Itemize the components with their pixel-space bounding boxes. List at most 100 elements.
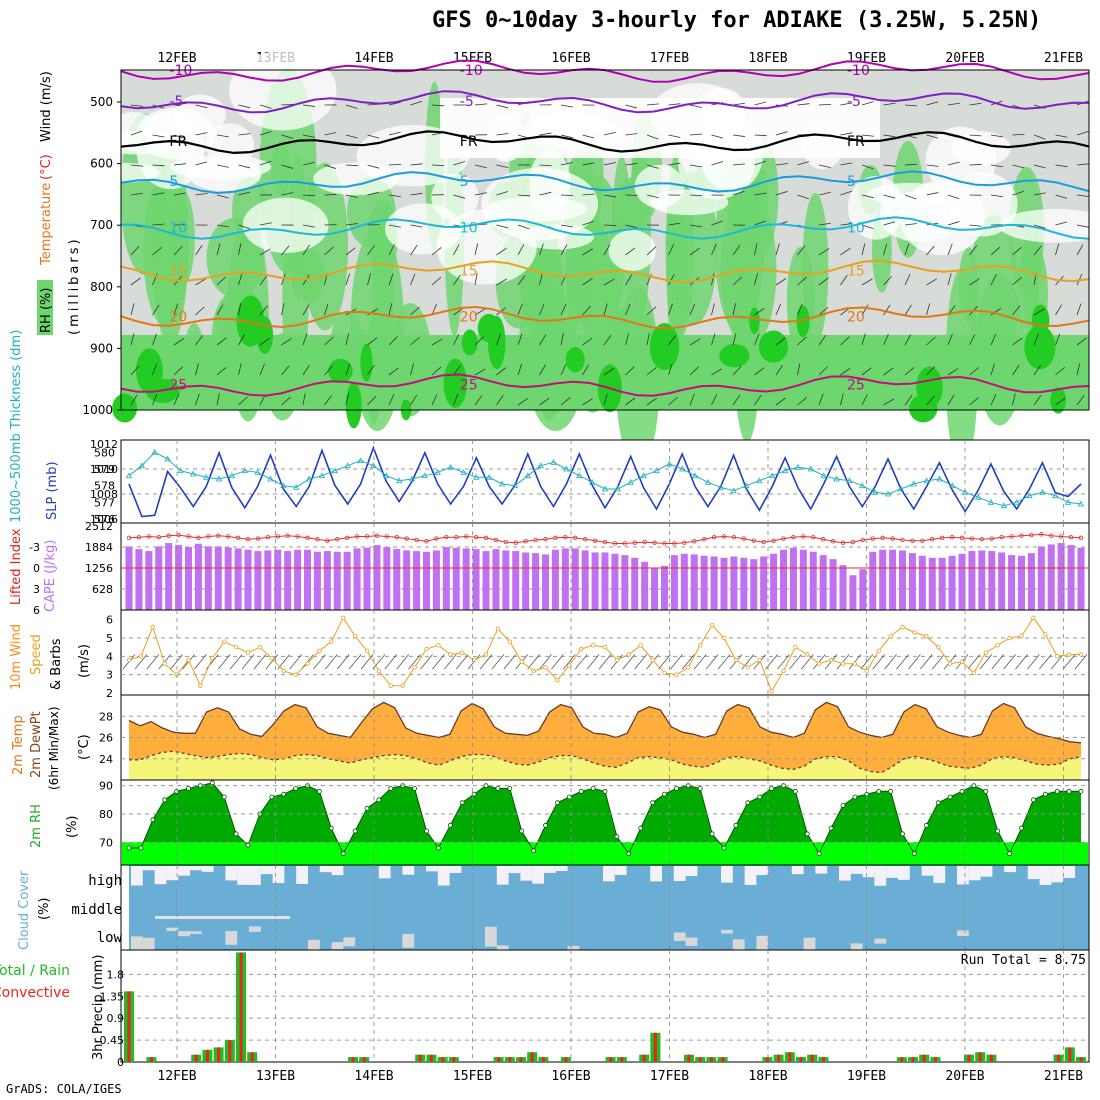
cape-bar — [770, 553, 778, 610]
contour-line — [120, 130, 1090, 155]
date-label-bottom: 12FEB — [157, 1069, 196, 1084]
wind-barb — [388, 367, 399, 376]
wind-barb — [732, 333, 737, 346]
rh-point — [1066, 788, 1072, 794]
rh-wet-patch — [112, 393, 138, 423]
cloud-high-gap — [1063, 866, 1075, 878]
thickness-point — [293, 484, 300, 490]
cape-bar — [948, 555, 956, 610]
precip-conv-bar — [978, 1052, 982, 1062]
precip-conv-bar — [194, 1054, 198, 1062]
rh-point — [388, 786, 394, 791]
cloud-high-gap — [1004, 866, 1016, 873]
precip-conv-bar — [1079, 1057, 1083, 1062]
rh-wet-patch — [649, 323, 680, 371]
cloud-high-gap — [1051, 866, 1064, 883]
precip-conv-bar — [429, 1054, 433, 1062]
cape-bar — [780, 549, 787, 610]
wind-point — [900, 624, 905, 630]
cape-bar — [175, 545, 183, 610]
wind-barb — [668, 103, 681, 106]
wind-barb — [646, 306, 657, 316]
cape-bar — [542, 554, 549, 610]
cloud-high-gap — [1039, 866, 1052, 885]
precip-frame — [120, 949, 1090, 1063]
wind-tick: 6 — [106, 614, 113, 627]
wind-barb — [496, 278, 508, 286]
wind-barb — [431, 338, 443, 346]
rh-point — [935, 800, 941, 806]
wind-barb — [926, 101, 939, 106]
slp-tick: 1006 — [90, 513, 118, 526]
wind-barb — [1012, 305, 1021, 316]
wind-barb — [560, 134, 573, 139]
wind-point — [698, 643, 703, 648]
wind-barb — [625, 224, 638, 229]
cloud-low-patch — [166, 927, 179, 932]
thickness-point — [1052, 492, 1059, 499]
wind-barb — [241, 654, 255, 670]
thickness-point — [228, 472, 236, 479]
wind-barb — [388, 273, 394, 286]
precip-conv-bar — [441, 1057, 445, 1062]
contour-label: 10 — [169, 220, 187, 236]
li-point — [176, 532, 181, 538]
cloud-low-patch — [331, 942, 344, 950]
thickness-point — [987, 499, 995, 505]
wind-barb — [173, 192, 186, 196]
rh-point — [507, 786, 513, 791]
rh-point — [602, 788, 608, 794]
cape-bar — [482, 551, 490, 610]
wind-point — [257, 644, 263, 650]
wind-tick: 5 — [106, 632, 113, 645]
wind-barb — [1055, 243, 1060, 256]
cape-bar — [869, 551, 877, 610]
rh-point — [840, 803, 846, 808]
precip-conv-bar — [777, 1054, 781, 1062]
cloud-high-gap — [378, 866, 391, 879]
thickness-point — [537, 462, 544, 469]
cloud-high-gap — [791, 866, 804, 875]
rh-point — [412, 786, 418, 791]
rh-patch — [151, 136, 189, 346]
wind-barb — [582, 398, 593, 406]
li-point — [394, 534, 399, 540]
ylabel-slp: SLP (mb) — [45, 461, 60, 520]
wind-barb — [173, 393, 180, 406]
rh-point — [1078, 788, 1084, 794]
precip-conv-bar — [911, 1057, 915, 1062]
wind-point — [888, 633, 893, 639]
precip-conv-bar — [799, 1057, 803, 1062]
li-point — [444, 534, 449, 540]
cloud-high-gap — [933, 866, 946, 883]
wind-barb — [990, 363, 995, 376]
wind-barb — [289, 654, 302, 670]
wind-barb — [840, 247, 851, 256]
wind-barb — [388, 303, 393, 316]
thickness-point — [138, 462, 146, 469]
rh-point — [376, 797, 382, 803]
wind-barb — [388, 244, 395, 256]
wind-point — [162, 661, 167, 666]
rh-tick: 80 — [99, 808, 113, 821]
wind-barb — [216, 304, 224, 316]
thickness-point — [730, 487, 737, 494]
li-tick: 3 — [33, 583, 40, 596]
li-point — [870, 536, 875, 541]
rh-low-band — [122, 842, 1088, 865]
cape-bar — [214, 546, 222, 610]
precip-conv-bar — [642, 1054, 646, 1062]
wind-barb — [152, 134, 165, 138]
wind-barb — [947, 394, 955, 406]
li-point — [493, 537, 499, 543]
precip-conv-bar — [900, 1057, 904, 1062]
cloud-low-patch — [178, 931, 190, 937]
thickness-point — [820, 472, 827, 479]
wind-barb — [1015, 654, 1028, 670]
rh-wet-patch — [565, 346, 585, 373]
wind-barb — [216, 337, 227, 346]
wind-barb — [130, 303, 135, 316]
li-point — [354, 534, 360, 539]
wind-barb — [560, 303, 567, 316]
wind-barb — [670, 654, 683, 670]
